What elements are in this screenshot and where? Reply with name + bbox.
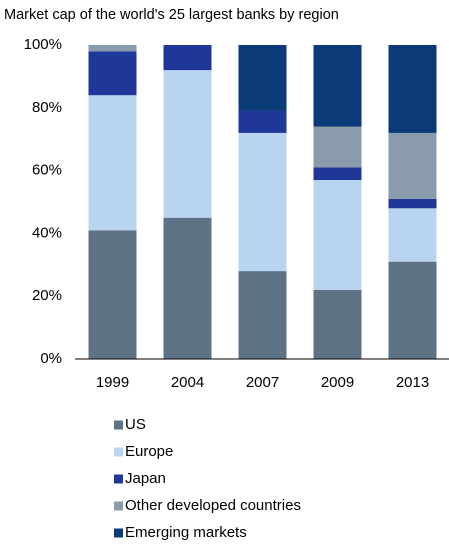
legend-label: Other developed countries (125, 497, 301, 514)
legend-label: Japan (125, 470, 166, 487)
bar-segment (313, 126, 362, 168)
bar-segment (88, 230, 137, 359)
bar-segment (313, 167, 362, 181)
bar-segment (88, 45, 137, 52)
chart-title: Market cap of the world's 25 largest ban… (4, 7, 339, 23)
bar-segment (388, 45, 437, 133)
bar-segment (238, 45, 287, 111)
y-tick-label: 100% (24, 36, 62, 53)
y-tick-label: 80% (32, 99, 62, 116)
bar-segment (88, 95, 137, 231)
bar-segment (163, 70, 212, 218)
bar-segment (388, 132, 437, 199)
bar-segment (88, 51, 137, 96)
bar-segment (313, 180, 362, 290)
bar-segment (388, 261, 437, 359)
x-tick-label: 2009 (321, 374, 354, 391)
legend-swatch (114, 420, 123, 430)
bar-segment (238, 271, 287, 359)
bar-segment (313, 289, 362, 359)
x-tick-label: 2013 (396, 374, 429, 391)
legend-swatch (114, 474, 123, 484)
bar-segment (238, 132, 287, 272)
legend-swatch (114, 447, 123, 457)
bar-segment (238, 110, 287, 133)
bar-segment (388, 208, 437, 262)
x-tick-label: 2004 (171, 374, 204, 391)
y-tick-label: 60% (32, 162, 62, 179)
x-tick-label: 2007 (246, 374, 279, 391)
y-tick-label: 40% (32, 224, 62, 241)
bar-segment (163, 217, 212, 359)
legend-label: Europe (125, 443, 173, 460)
bar-segment (163, 45, 212, 71)
legend-swatch (114, 501, 123, 511)
legend-label: Emerging markets (125, 524, 247, 541)
y-tick-label: 0% (40, 350, 62, 367)
bar-segment (388, 198, 437, 209)
legend-label: US (125, 416, 146, 433)
y-tick-label: 20% (32, 287, 62, 304)
legend-swatch (114, 528, 123, 538)
bar-segment (313, 45, 362, 127)
x-tick-label: 1999 (96, 374, 129, 391)
